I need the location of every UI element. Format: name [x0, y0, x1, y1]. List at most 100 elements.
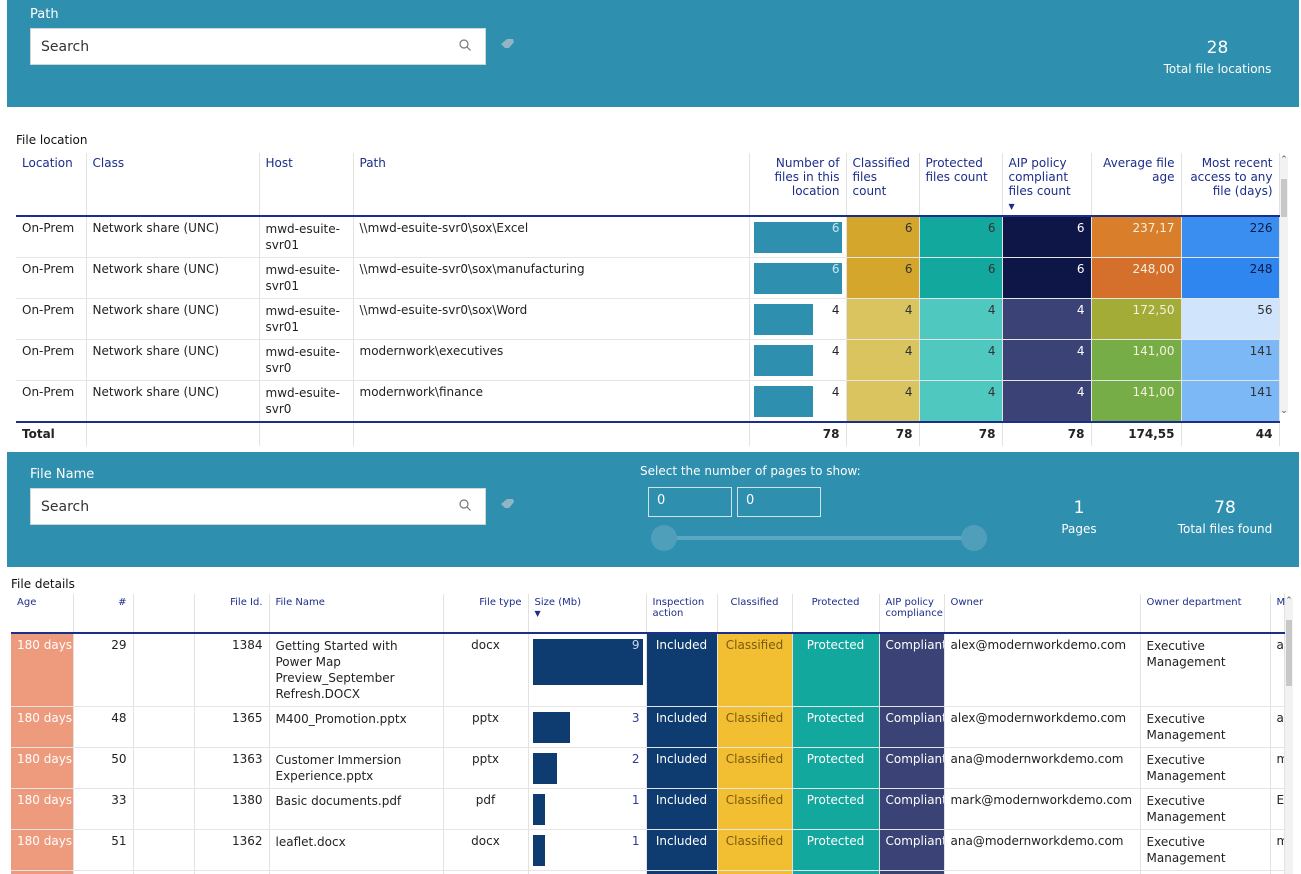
path-search-input[interactable]: Search [30, 28, 486, 65]
cell-compliant: 6 [1002, 257, 1092, 299]
files-bar [753, 386, 813, 417]
kpi-value: 1 [1073, 498, 1085, 518]
col-compliant-count[interactable]: AIP policy compliant files count ▼ [1002, 153, 1092, 216]
cell-file-id: 1362 [194, 829, 270, 871]
details-header-row: Age # File Id. File Name File type Size … [11, 594, 1285, 633]
col-number-of-files[interactable]: Number of files in this location [749, 153, 847, 216]
col-compliance[interactable]: AIP policy compliance [879, 594, 945, 633]
cell-inspection: Included [646, 788, 718, 830]
cell-file-id: 1384 [194, 633, 270, 707]
size-bar [532, 794, 545, 825]
cell-owner: ana@modernworkdemo.com [944, 747, 1141, 789]
col-class[interactable]: Class [86, 153, 260, 216]
col-owner-department[interactable]: Owner department [1140, 594, 1271, 633]
size-value: 9 [631, 638, 640, 652]
total-file-locations-kpi: 28 Total file locations [1150, 38, 1285, 76]
col-protected-count[interactable]: Protected files count [919, 153, 1003, 216]
cell-compliance: Compliant [879, 788, 945, 830]
col-file-name[interactable]: File Name [269, 594, 444, 633]
col-most-recent-access[interactable]: Most recent access to any file (days) [1181, 153, 1280, 216]
col-file-type[interactable]: File type [443, 594, 529, 633]
table-row[interactable]: On-Prem Network share (UNC) mwd-esuite-svr… [16, 216, 1280, 258]
table-row[interactable]: 180 days 50 1363 Customer Immersion Experie… [11, 747, 1285, 789]
scroll-thumb[interactable] [1286, 620, 1292, 686]
cell-classified: 4 [846, 380, 920, 423]
cell-owner-department: Executive Management [1140, 633, 1271, 707]
col-path[interactable]: Path [353, 153, 750, 216]
total-classified: 78 [846, 421, 920, 446]
cell-file-type: docx [443, 829, 529, 871]
total-empty [259, 421, 354, 446]
table-row[interactable]: On-Prem Network share (UNC) mwd-esuite-svr… [16, 380, 1280, 423]
cell-host: mwd-esuite-svr01 [259, 216, 354, 258]
table-row[interactable]: On-Prem Network share (UNC) mwd-esuite-svr… [16, 298, 1280, 340]
total-empty [353, 421, 750, 446]
scroll-up-icon[interactable]: ⌃ [1285, 596, 1293, 606]
cell-classified: 6 [846, 216, 920, 258]
size-value: 1 [631, 834, 640, 848]
col-size[interactable]: Size (Mb) ▼ [528, 594, 647, 633]
col-owner[interactable]: Owner [944, 594, 1141, 633]
table-row[interactable]: 180 days 48 1365 M400_Promotion.pptx pptx 3 In… [11, 706, 1285, 748]
cell-classified: Classified [717, 870, 793, 874]
scroll-thumb[interactable] [1281, 179, 1287, 217]
details-scrollbar[interactable]: ⌃ [1285, 596, 1293, 874]
total-files: 78 [749, 421, 847, 446]
page-min-input[interactable]: 0 [648, 487, 732, 517]
col-host[interactable]: Host [259, 153, 354, 216]
cell-age: 180 days [11, 788, 74, 830]
cell-owner-department: Executive Management [1140, 706, 1271, 748]
files-value: 6 [831, 262, 840, 276]
pages-prompt: Select the number of pages to show: [640, 464, 861, 478]
eraser-icon[interactable] [501, 39, 515, 49]
page-slider-max-handle[interactable] [961, 525, 987, 551]
col-average-age[interactable]: Average file age [1091, 153, 1182, 216]
page-max-input[interactable]: 0 [737, 487, 821, 517]
table-row[interactable]: On-Prem Network share (UNC) mwd-esuite-svr… [16, 339, 1280, 381]
file-name-search-input[interactable]: Search [30, 488, 486, 525]
cell-inspection: Included [646, 633, 718, 707]
cell-m: ar [1270, 633, 1285, 707]
cell-number-of-files: 6 [749, 257, 847, 299]
col-inspection[interactable]: Inspection action [646, 594, 718, 633]
cell-file-name: Getting Started with Power Map Preview_S… [269, 633, 444, 707]
col-number-of-files-label: Number of files in this location [774, 156, 840, 198]
files-value: 4 [831, 344, 840, 358]
table-row[interactable]: 180 days 29 1384 Getting Started with Power… [11, 633, 1285, 707]
col-classified[interactable]: Classified [717, 594, 793, 633]
cell-number: 29 [73, 633, 134, 707]
col-location[interactable]: Location [16, 153, 87, 216]
sort-desc-icon: ▼ [1008, 202, 1015, 211]
table-row[interactable]: 180 days 33 1380 Basic documents.pdf pdf 1 Inc… [11, 788, 1285, 830]
col-number[interactable]: # [73, 594, 134, 633]
scroll-down-icon[interactable]: ⌄ [1280, 406, 1288, 416]
cell-inspection: Included [646, 747, 718, 789]
files-value: 4 [831, 303, 840, 317]
page-slider-track[interactable] [664, 536, 974, 540]
col-blank [133, 594, 195, 633]
eraser-icon[interactable] [501, 499, 515, 509]
cell-number: 43 [73, 870, 134, 874]
cell-compliant: 4 [1002, 339, 1092, 381]
cell-path: \\mwd-esuite-svr0\sox\Excel [353, 216, 750, 258]
files-bar [753, 304, 813, 335]
table-row[interactable]: 180 days 51 1362 leaflet.docx docx 1 Included C… [11, 829, 1285, 871]
col-age[interactable]: Age [11, 594, 74, 633]
cell-classified: 4 [846, 339, 920, 381]
cell-most-recent: 226 [1181, 216, 1280, 258]
scroll-up-icon[interactable]: ⌃ [1280, 155, 1288, 165]
page-slider-min-handle[interactable] [651, 525, 677, 551]
col-protected[interactable]: Protected [792, 594, 880, 633]
file-name-label: File Name [30, 467, 95, 482]
table-row[interactable]: On-Prem Network share (UNC) mwd-esuite-svr… [16, 257, 1280, 299]
col-file-id[interactable]: File Id. [194, 594, 270, 633]
cell-classified: Classified [717, 747, 793, 789]
table-row[interactable]: 180 days43 1370monthly sales report.xlsxl… [11, 870, 1285, 874]
col-m[interactable]: M [1270, 594, 1285, 633]
cell-most-recent: 248 [1181, 257, 1280, 299]
location-scrollbar[interactable]: ⌃ ⌄ [1280, 155, 1288, 416]
cell-average-age: 248,00 [1091, 257, 1182, 299]
col-classified-count[interactable]: Classified files count [846, 153, 920, 216]
files-value: 4 [831, 385, 840, 399]
size-bar [532, 835, 545, 866]
